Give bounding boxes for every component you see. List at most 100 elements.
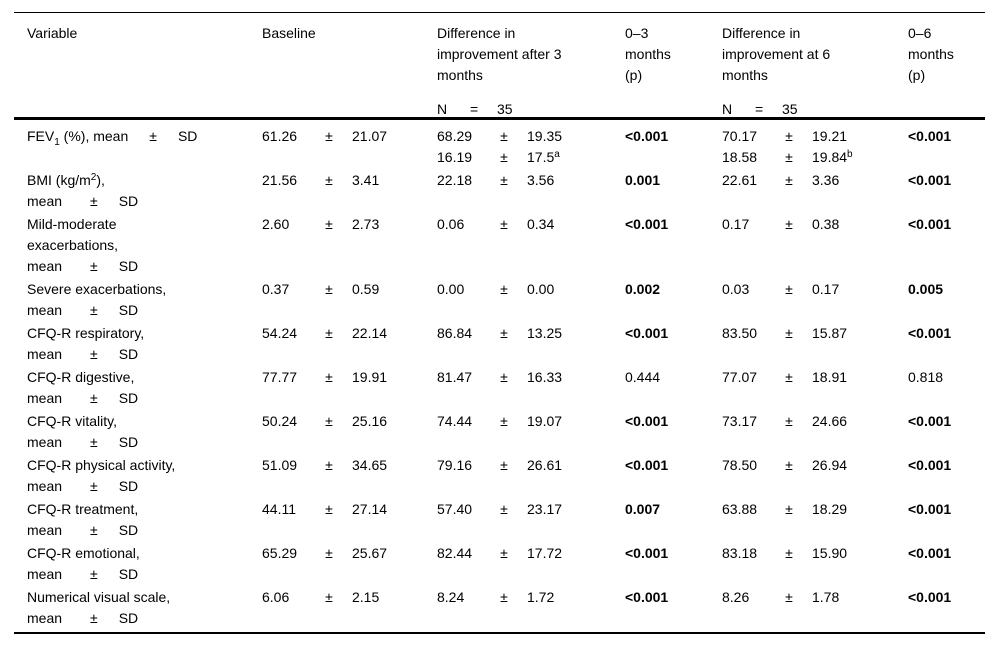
row-label-line: mean ± SD: [27, 566, 139, 582]
row-label-line: Severe exacerbations,: [27, 281, 167, 297]
row-label-cell: CFQ-R emotional, mean ± SD: [27, 543, 262, 585]
row-label-cell: CFQ-R treatment, mean ± SD: [27, 499, 262, 541]
p-value-0-6: <0.001: [908, 457, 952, 473]
plus-minus-symbol: ±: [325, 172, 333, 188]
p-value-0-6: <0.001: [908, 545, 952, 561]
equals-sign: =: [755, 101, 764, 117]
sd-value: 13.25: [527, 325, 563, 341]
sd-value: 0.34: [527, 216, 555, 232]
p-value-0-6: <0.001: [908, 501, 952, 517]
sd-value: 3.41: [352, 172, 380, 188]
header-cell-3: Difference in improvement after 3 months…: [437, 23, 625, 120]
sd-value: 21.07: [352, 128, 388, 144]
diff-6-months-cell: 77.07 ±18.91: [722, 367, 908, 388]
mean-value: 18.58: [722, 149, 758, 165]
p-value-0-6: <0.001: [908, 172, 952, 188]
plus-minus-symbol: ±: [325, 369, 333, 385]
p-value-0-3: <0.001: [625, 545, 669, 561]
baseline-cell: 51.09 ±34.65: [262, 455, 437, 476]
header-cell-2: Baseline: [262, 23, 437, 120]
row-label-cell: Mild-moderate exacerbations, mean ± SD: [27, 214, 262, 277]
value-line: 51.09 ±34.65: [262, 455, 437, 476]
diff-3-months-cell: 8.24 ±1.72: [437, 587, 625, 608]
superscript: a: [554, 149, 560, 160]
table-row: CFQ-R treatment, mean ± SD 44.11 ±27.14 57.4…: [14, 497, 985, 541]
plus-minus-symbol: ±: [500, 589, 508, 605]
plus-minus-symbol: ±: [785, 172, 793, 188]
mean-value: 83.18: [722, 545, 758, 561]
results-table: Variable Baseline Difference in improvemen…: [14, 12, 985, 634]
mean-value: 68.29: [437, 128, 473, 144]
value-line: 63.88 ±18.29: [722, 499, 908, 520]
header-label: Difference in improvement after 3 months: [437, 25, 562, 83]
row-label-line: mean ± SD: [27, 610, 139, 626]
baseline-cell: 2.60 ±2.73: [262, 214, 437, 235]
p-value-0-6: 0.818: [908, 369, 944, 385]
baseline-cell: 54.24 ±22.14: [262, 323, 437, 344]
mean-value: 22.18: [437, 172, 473, 188]
mean-value: 0.17: [722, 216, 750, 232]
header-cell-4: 0–3 months (p): [625, 23, 722, 120]
header-label: Difference in improvement at 6 months: [722, 25, 831, 83]
sd-value: 3.36: [812, 172, 840, 188]
diff-3-months-cell: 86.84 ±13.25: [437, 323, 625, 344]
table-row: Severe exacerbations, mean ± SD 0.37 ±0.59 0…: [14, 277, 985, 321]
sd-value: 16.33: [527, 369, 563, 385]
p-value-0-3: 0.444: [625, 369, 661, 385]
row-label-line: FEV1 (%), mean ± SD: [27, 128, 198, 148]
plus-minus-symbol: ±: [500, 281, 508, 297]
value-line: 16.19 ±17.5a: [437, 147, 625, 168]
mean-value: 0.06: [437, 216, 465, 232]
row-label-cell: FEV1 (%), mean ± SD: [27, 126, 262, 148]
plus-minus-symbol: ±: [325, 281, 333, 297]
row-label-line: mean ± SD: [27, 302, 139, 318]
sd-value: 17.72: [527, 545, 563, 561]
diff-3-months-cell: 0.00 ±0.00: [437, 279, 625, 300]
value-line: 65.29 ±25.67: [262, 543, 437, 564]
mean-value: 78.50: [722, 457, 758, 473]
row-label-line: mean ± SD: [27, 522, 139, 538]
value-line: 81.47 ±16.33: [437, 367, 625, 388]
sd-value: 0.00: [527, 281, 555, 297]
sd-value: 15.87: [812, 325, 848, 341]
table-row: Numerical visual scale, mean ± SD 6.06 ±2.1…: [14, 585, 985, 629]
sd-value: 2.15: [352, 589, 380, 605]
row-label-line: mean ± SD: [27, 346, 139, 362]
plus-minus-symbol: ±: [325, 325, 333, 341]
p-value-0-6: <0.001: [908, 589, 952, 605]
mean-value: 81.47: [437, 369, 473, 385]
row-label-cell: CFQ-R vitality, mean ± SD: [27, 411, 262, 453]
diff-3-months-cell: 81.47 ±16.33: [437, 367, 625, 388]
plus-minus-symbol: ±: [785, 457, 793, 473]
row-label-line: CFQ-R physical activity,: [27, 457, 176, 473]
sd-value: 23.17: [527, 501, 563, 517]
p-value-0-3: <0.001: [625, 413, 669, 429]
p-value-0-6: <0.001: [908, 216, 952, 232]
diff-3-months-cell: 82.44 ±17.72: [437, 543, 625, 564]
value-line: 83.18 ±15.90: [722, 543, 908, 564]
plus-minus-symbol: ±: [500, 413, 508, 429]
diff-3-months-cell: 79.16 ±26.61: [437, 455, 625, 476]
p-value-0-3: <0.001: [625, 589, 669, 605]
table-body: FEV1 (%), mean ± SD 61.26 ±21.07 68.29 ±19.3…: [14, 120, 985, 634]
sd-value: 18.29: [812, 501, 848, 517]
plus-minus-symbol: ±: [500, 501, 508, 517]
sd-value: 15.90: [812, 545, 848, 561]
header-label: 0–6 months (p): [908, 25, 954, 83]
mean-value: 21.56: [262, 172, 298, 188]
mean-value: 83.50: [722, 325, 758, 341]
value-line: 61.26 ±21.07: [262, 126, 437, 147]
mean-value: 0.37: [262, 281, 290, 297]
baseline-cell: 21.56 ±3.41: [262, 170, 437, 191]
sd-value: 19.84b: [812, 149, 853, 165]
value-line: 74.44 ±19.07: [437, 411, 625, 432]
table-row: CFQ-R emotional, mean ± SD 65.29 ±25.67 82.4…: [14, 541, 985, 585]
diff-3-months-cell: 68.29 ±19.35 16.19 ±17.5a: [437, 126, 625, 168]
sd-value: 24.66: [812, 413, 848, 429]
plus-minus-symbol: ±: [500, 216, 508, 232]
header-label: 0–3 months (p): [625, 25, 671, 83]
sd-value: 22.14: [352, 325, 388, 341]
baseline-cell: 0.37 ±0.59: [262, 279, 437, 300]
plus-minus-symbol: ±: [500, 325, 508, 341]
row-label-line: Mild-moderate: [27, 216, 117, 232]
